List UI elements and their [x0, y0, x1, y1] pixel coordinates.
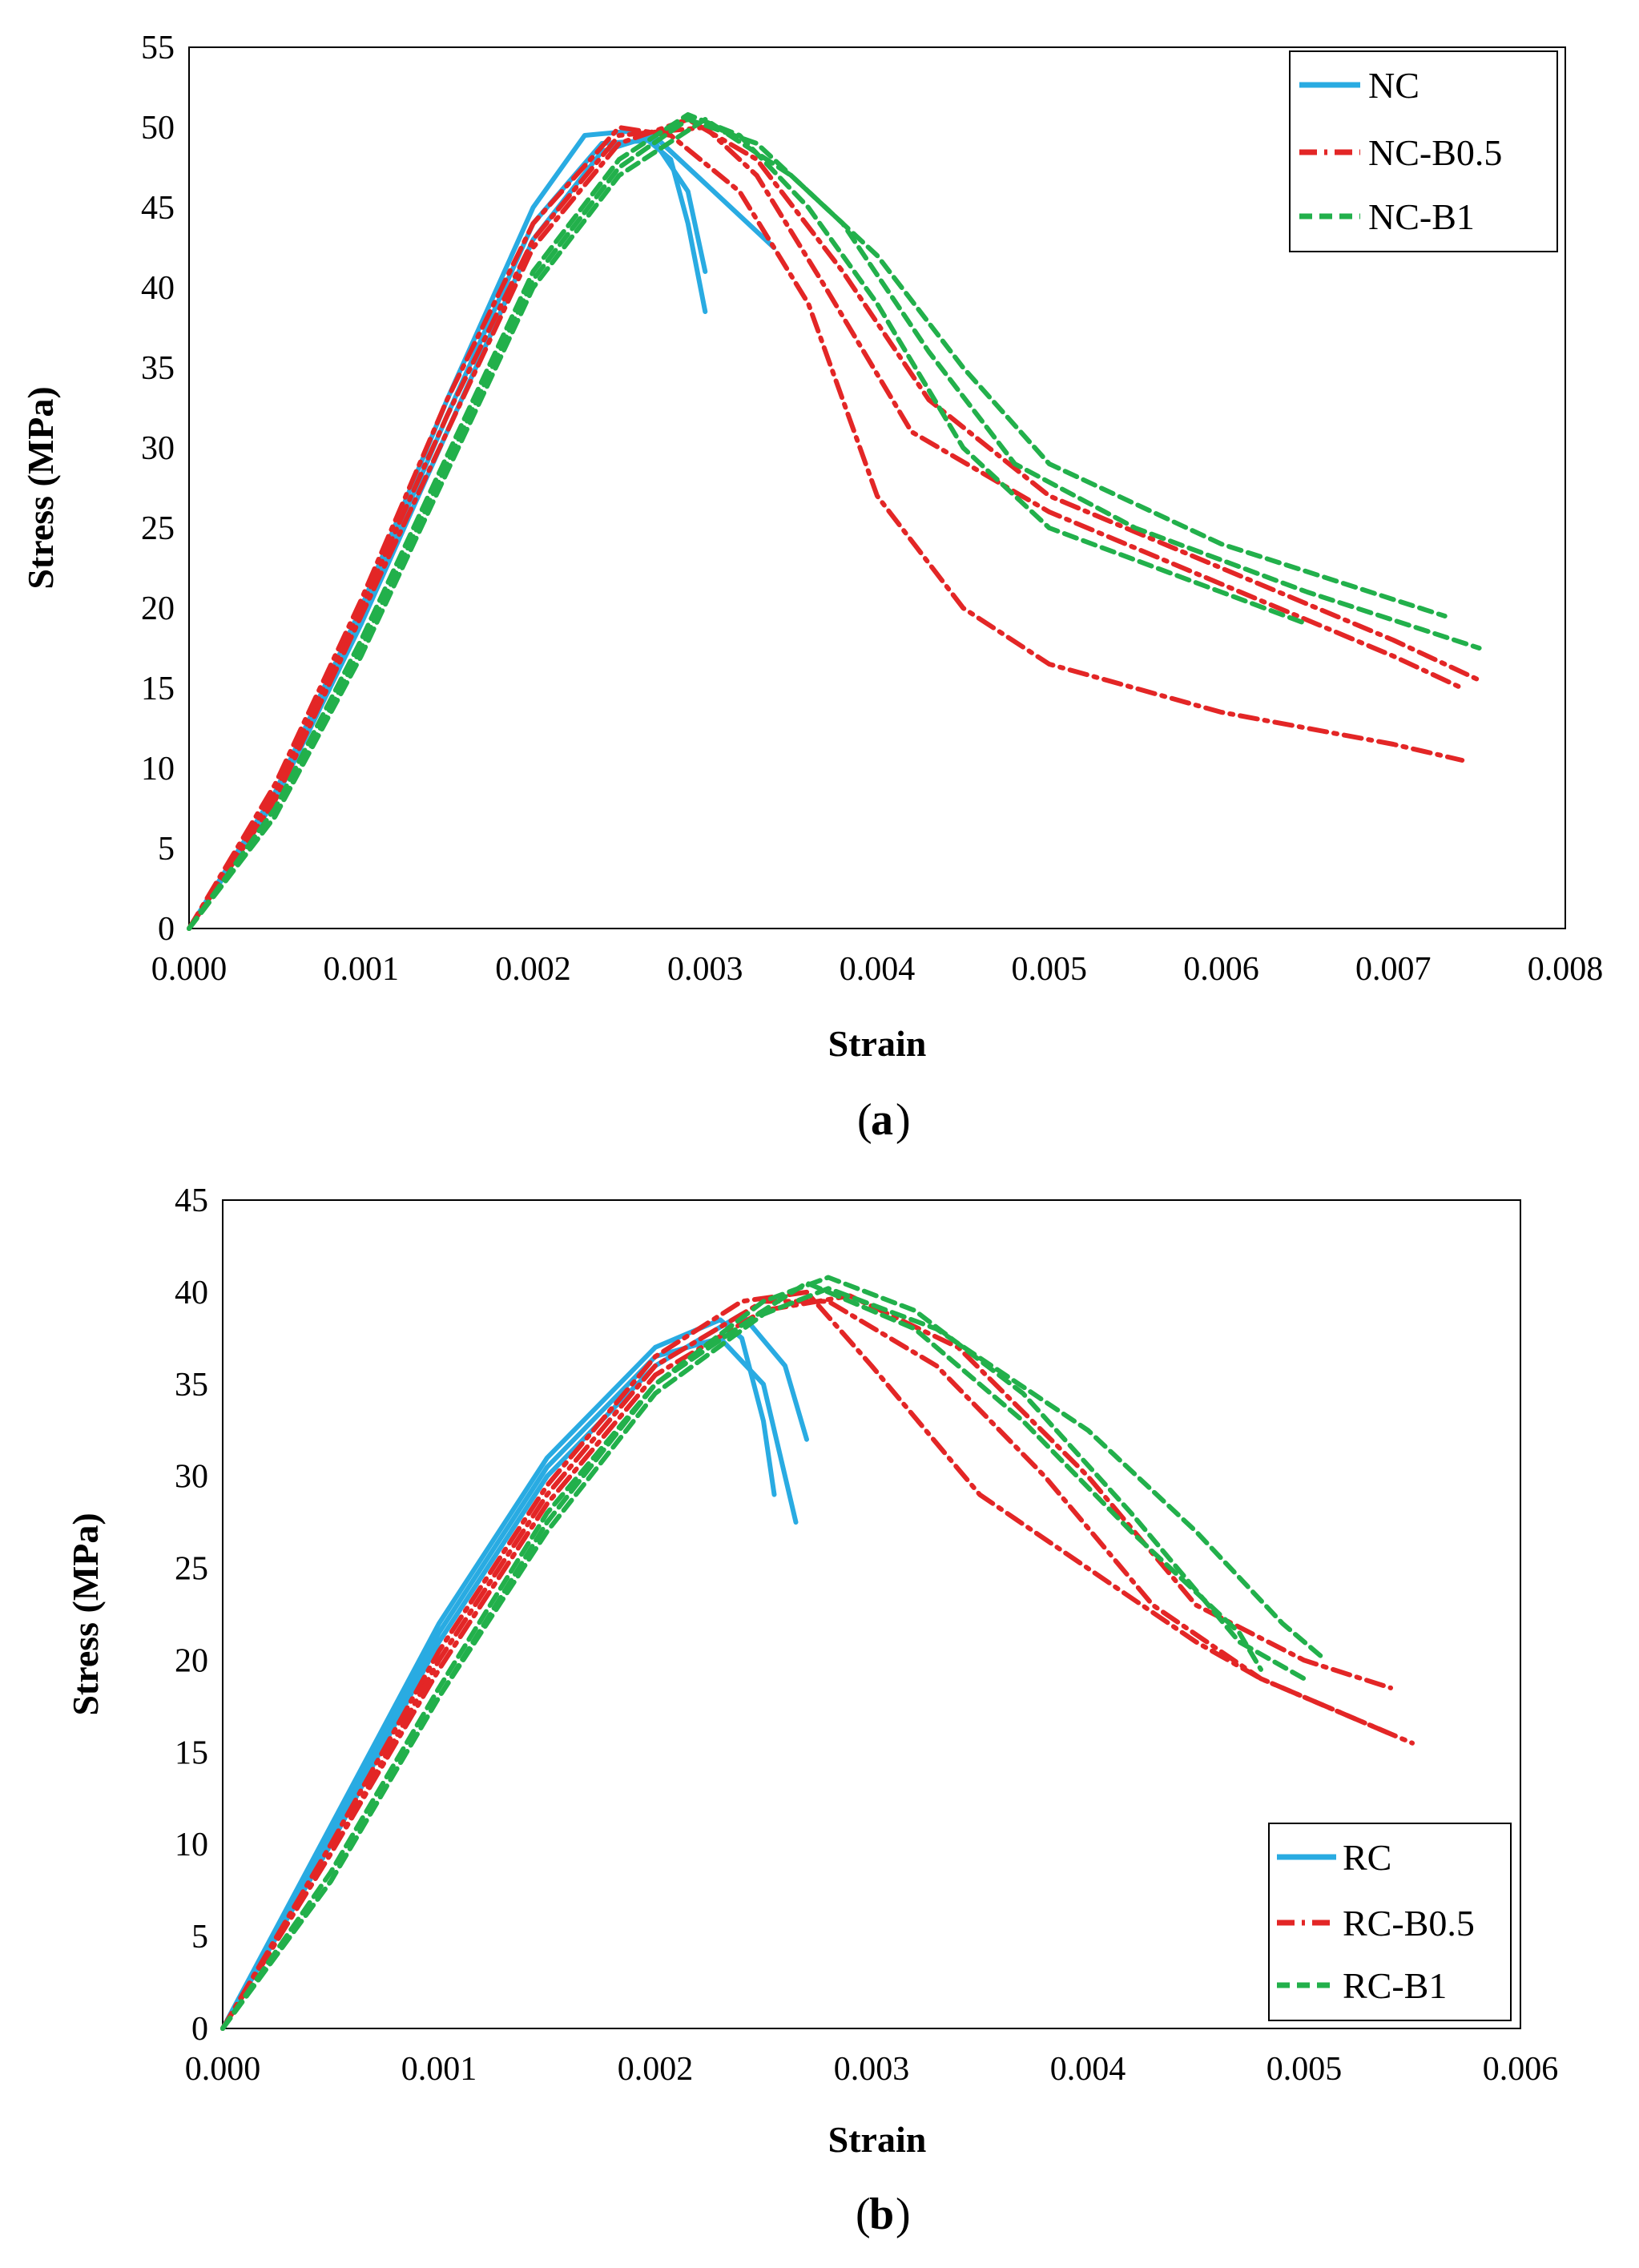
panel-b-series-rc-b05-curve-1 — [220, 1289, 1393, 2031]
panel-a-series-nc-b05-curve-3 — [187, 117, 1482, 931]
panel-b-y-tick-label: 0 — [191, 2011, 208, 2048]
panel-a-series-nc-b05-curve-2 — [187, 125, 1465, 931]
panel-a-series-nc-b05-curve-1 — [187, 125, 1465, 931]
panel-b-series-rc-b1-curve-3 — [220, 1286, 1328, 2031]
panel-a-y-tick-label: 50 — [141, 110, 175, 147]
legend-rc-label: RC — [1343, 1837, 1391, 1878]
panel-b-y-axis-title: Stress (MPa) — [65, 1513, 106, 1715]
panel-a-y-tick-label: 10 — [141, 751, 175, 788]
panel-b-y-tick-label: 40 — [175, 1275, 208, 1311]
panel-b-y-tick-label: 30 — [175, 1459, 208, 1496]
panel-a-y-tick-label: 15 — [141, 671, 175, 707]
panel-b-series-rc-b1-curve-2 — [220, 1280, 1263, 2031]
svg-text:(: ( — [856, 2189, 871, 2239]
panel-a-x-tick-label: 0.004 — [840, 951, 916, 988]
panel-a-x-tick-label: 0.000 — [151, 951, 228, 988]
panel-a-series-nc-b1-curve-3 — [187, 117, 1448, 931]
panel-a-series-nc-b1-curve-1 — [187, 112, 1310, 931]
panel-b-caption-letter: b — [869, 2189, 894, 2239]
panel-b-x-tick-label: 0.000 — [185, 2051, 261, 2088]
panel-b-x-tick-label: 0.001 — [401, 2051, 477, 2088]
panel-a-caption-letter: a — [871, 1095, 893, 1145]
svg-text:(: ( — [857, 1095, 872, 1145]
panel-a-y-axis-title: Stress (MPa) — [20, 386, 61, 589]
panel-b-legend: RC RC-B0.5 RC-B1 — [1268, 1823, 1512, 2021]
panel-a-caption: ( a ) — [857, 1095, 911, 1145]
panel-b-series-rc-curve-3 — [220, 1311, 809, 2031]
panel-a-x-tick-label: 0.008 — [1528, 951, 1604, 988]
panel-b-x-tick-label: 0.004 — [1050, 2051, 1126, 2088]
panel-a-y-tick-label: 40 — [141, 270, 175, 307]
svg-text:): ) — [896, 2189, 911, 2239]
panel-b-plot-area — [222, 1199, 1521, 2029]
legend-rc-b05-label: RC-B0.5 — [1343, 1903, 1475, 1944]
panel-b-y-tick-label: 35 — [175, 1367, 208, 1404]
legend-nc-b1-label: NC-B1 — [1368, 196, 1475, 237]
panel-a-series-nc-b1-curve-2 — [187, 117, 1482, 931]
panel-b-y-tick-labels: 0 5 10 15 20 25 30 35 40 45 — [175, 1182, 208, 2048]
panel-a-x-tick-label: 0.003 — [667, 951, 743, 988]
svg-text:): ) — [896, 1095, 911, 1145]
panel-b-x-tick-labels: 0.000 0.001 0.002 0.003 0.004 0.005 0.006 — [185, 2051, 1559, 2088]
panel-b-y-tick-label: 5 — [191, 1919, 208, 1956]
panel-b-y-tick-label: 10 — [175, 1827, 208, 1863]
panel-a-x-tick-label: 0.002 — [495, 951, 571, 988]
panel-b-x-axis-title: Strain — [828, 2119, 927, 2160]
panel-a-y-tick-labels: 0 5 10 15 20 25 30 35 40 45 50 55 — [141, 30, 175, 948]
panel-b-y-tick-label: 15 — [175, 1734, 208, 1771]
panel-b-series-rc-curve-1 — [220, 1317, 777, 2031]
panel-b-y-tick-label: 45 — [175, 1182, 208, 1219]
panel-a-x-tick-label: 0.005 — [1012, 951, 1088, 988]
panel-b-y-tick-label: 20 — [175, 1642, 208, 1679]
legend-rc-b1-label: RC-B1 — [1343, 1965, 1447, 2006]
panel-a-x-tick-labels: 0.000 0.001 0.002 0.003 0.004 0.005 0.006 0.007… — [151, 951, 1604, 988]
panel-b-curves — [220, 1275, 1415, 2031]
panel-b-series-rc-b05-curve-2 — [220, 1299, 1415, 2031]
panel-a-x-tick-label: 0.001 — [324, 951, 400, 988]
panel-b-caption: ( b ) — [856, 2189, 911, 2239]
panel-a-x-tick-label: 0.006 — [1183, 951, 1259, 988]
panel-a-curves — [187, 112, 1482, 931]
panel-a-y-tick-label: 55 — [141, 30, 175, 66]
panel-a-x-tick-label: 0.007 — [1355, 951, 1432, 988]
panel-b-series-rc-curve-2 — [220, 1335, 799, 2031]
panel-b-x-tick-label: 0.002 — [618, 2051, 694, 2088]
panel-b-series-rc-b05-curve-3 — [220, 1293, 1393, 2031]
panel-a-y-tick-label: 20 — [141, 590, 175, 627]
panel-b-x-tick-label: 0.006 — [1483, 2051, 1559, 2088]
panel-a-legend: NC NC-B0.5 NC-B1 — [1289, 50, 1558, 252]
panel-a-y-tick-label: 0 — [158, 911, 175, 948]
panel-a-y-tick-label: 35 — [141, 350, 175, 387]
panel-a-y-tick-label: 25 — [141, 510, 175, 547]
panel-b-x-tick-label: 0.003 — [834, 2051, 910, 2088]
panel-b-x-tick-label: 0.005 — [1266, 2051, 1343, 2088]
panel-a-y-tick-label: 45 — [141, 190, 175, 227]
panel-b-y-tick-label: 25 — [175, 1551, 208, 1588]
panel-a-y-tick-label: 30 — [141, 430, 175, 467]
panel-a-x-axis-title: Strain — [828, 1023, 927, 1064]
legend-nc-label: NC — [1368, 65, 1420, 106]
panel-a-plot-area — [188, 46, 1566, 929]
panel-a-y-tick-label: 5 — [158, 831, 175, 868]
legend-nc-b05-label: NC-B0.5 — [1368, 132, 1502, 173]
